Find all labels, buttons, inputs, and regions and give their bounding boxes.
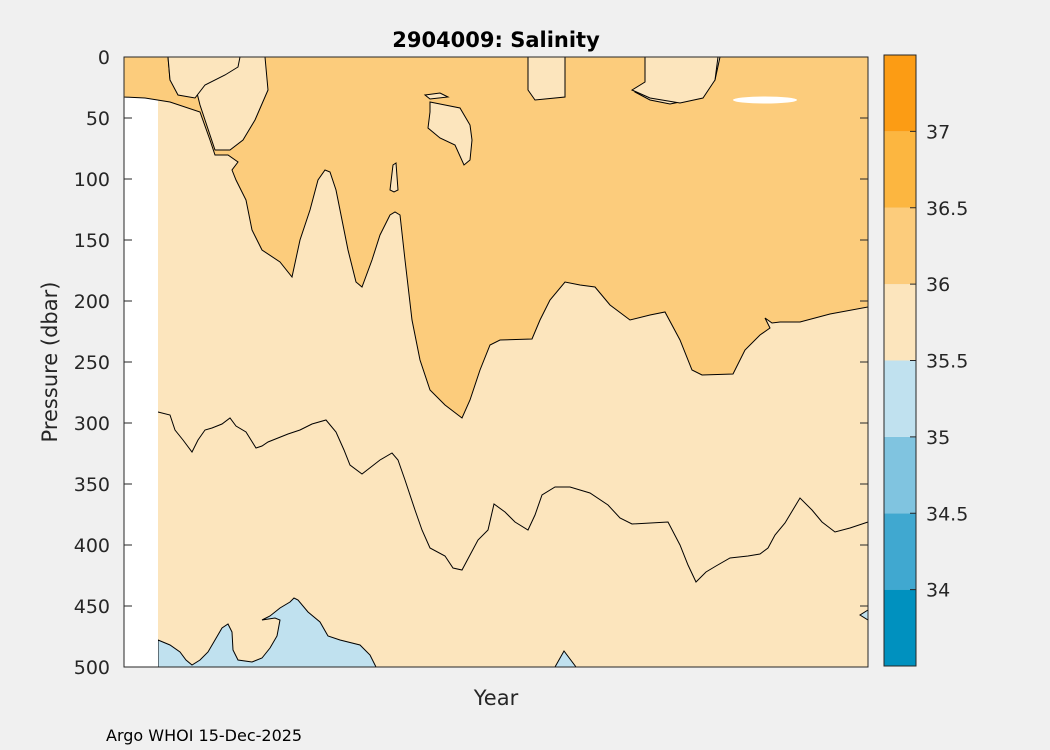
salinity-patch-white: [733, 96, 797, 104]
salinity-band-36-36.5: [123, 56, 869, 419]
y-tick-label: 100: [74, 169, 110, 191]
y-tick-label: 50: [86, 108, 110, 130]
colorbar-segment: [884, 360, 916, 437]
y-tick-label: 150: [74, 230, 110, 252]
colorbar-segment: [884, 55, 916, 132]
y-tick-label: 350: [74, 474, 110, 496]
y-tick-label: 500: [74, 657, 110, 679]
colorbar-tick-label: 36.5: [926, 198, 968, 220]
plot-area: [123, 56, 869, 668]
colorbar-tick-label: 35.5: [926, 351, 968, 373]
missing-data-strip: [124, 150, 158, 667]
salinity-patch: [167, 56, 241, 99]
y-axis-label: Pressure (dbar): [38, 282, 62, 443]
colorbar-segment: [884, 131, 916, 208]
salinity-patch: [423, 92, 450, 100]
colorbar-segment: [884, 589, 916, 666]
x-axis-label: Year: [473, 686, 519, 710]
colorbar-tick-label: 35: [926, 427, 950, 449]
salinity-patch: [427, 101, 473, 166]
y-tick-label: 300: [74, 413, 110, 435]
y-tick-label: 0: [98, 47, 110, 69]
colorbar-tick-label: 37: [926, 121, 950, 143]
chart-title: 2904009: Salinity: [392, 28, 600, 52]
y-tick-label: 200: [74, 291, 110, 313]
y-axis: 0 50 100 150 200 250 300 350 400 450 500: [74, 47, 868, 679]
footer-credit: Argo WHOI 15-Dec-2025: [106, 726, 302, 745]
colorbar-tick-label: 34.5: [926, 503, 968, 525]
salinity-patch: [389, 162, 399, 193]
y-tick-label: 400: [74, 535, 110, 557]
colorbar-tick-label: 36: [926, 274, 950, 296]
salinity-patch: [630, 56, 719, 104]
salinity-band-35-35.5: [157, 597, 377, 668]
colorbar: 34 34.5 35 35.5 36 36.5 37: [883, 54, 968, 667]
colorbar-segment: [884, 284, 916, 361]
colorbar-segment: [884, 436, 916, 514]
y-tick-label: 250: [74, 352, 110, 374]
contour-35.5: [157, 411, 869, 583]
colorbar-tick-label: 34: [926, 580, 950, 602]
colorbar-segment: [884, 513, 916, 590]
colorbar-segment: [884, 207, 916, 285]
y-tick-label: 450: [74, 596, 110, 618]
